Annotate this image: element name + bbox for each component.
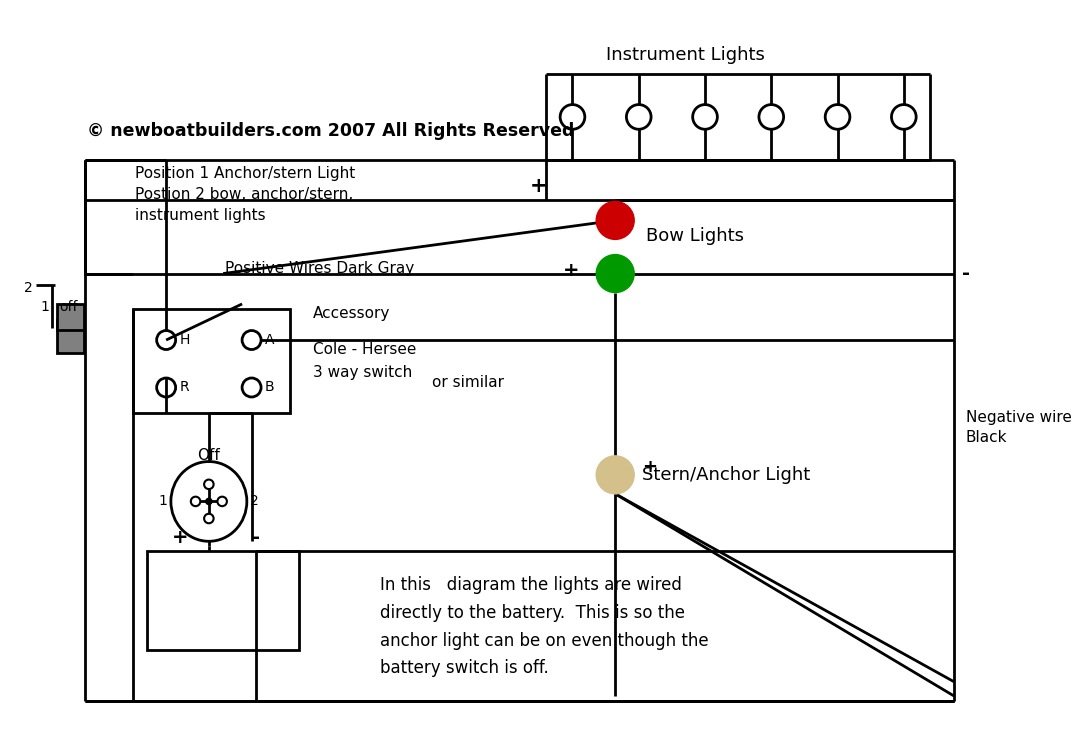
Text: -: - [961,264,970,283]
Bar [57,304,83,330]
Circle shape [596,456,634,494]
Text: +: + [642,458,657,476]
Text: Bow Lights: Bow Lights [646,227,744,245]
Text: B: B [265,380,274,395]
Text: Off: Off [198,448,220,463]
Text: Negative wire
Black: Negative wire Black [966,410,1071,445]
Circle shape [596,255,634,293]
Text: H: H [179,333,190,347]
Text: 2: 2 [24,280,32,295]
Text: Accessory: Accessory [313,306,391,321]
Text: R: R [179,380,189,395]
Text: Instrument Lights: Instrument Lights [606,46,765,64]
Text: +: + [529,175,548,196]
Text: Position 1 Anchor/stern Light
Postion 2 bow, anchor/stern,
instrument lights: Position 1 Anchor/stern Light Postion 2 … [135,166,355,223]
Text: or similar: or similar [432,375,504,390]
Text: off: off [59,300,78,314]
Text: +: + [172,528,189,547]
Text: Cole - Hersee
3 way switch: Cole - Hersee 3 way switch [313,342,417,380]
Text: +: + [563,262,579,280]
Text: -: - [253,528,260,547]
Text: 1: 1 [159,494,167,509]
Text: In this   diagram the lights are wired
directly to the battery.  This is so the
: In this diagram the lights are wired dir… [380,576,708,677]
Circle shape [205,497,213,505]
Text: A: A [265,333,274,347]
Text: Positive Wires Dark Gray: Positive Wires Dark Gray [225,262,415,277]
Bar [133,308,289,413]
Bar [147,551,299,650]
Circle shape [596,201,634,240]
Text: 1: 1 [40,300,49,314]
Text: Stern/Anchor Light: Stern/Anchor Light [642,466,810,484]
Text: © newboatbuilders.com 2007 All Rights Reserved: © newboatbuilders.com 2007 All Rights Re… [87,122,575,140]
Bar [57,320,83,353]
Text: 2: 2 [251,494,259,509]
